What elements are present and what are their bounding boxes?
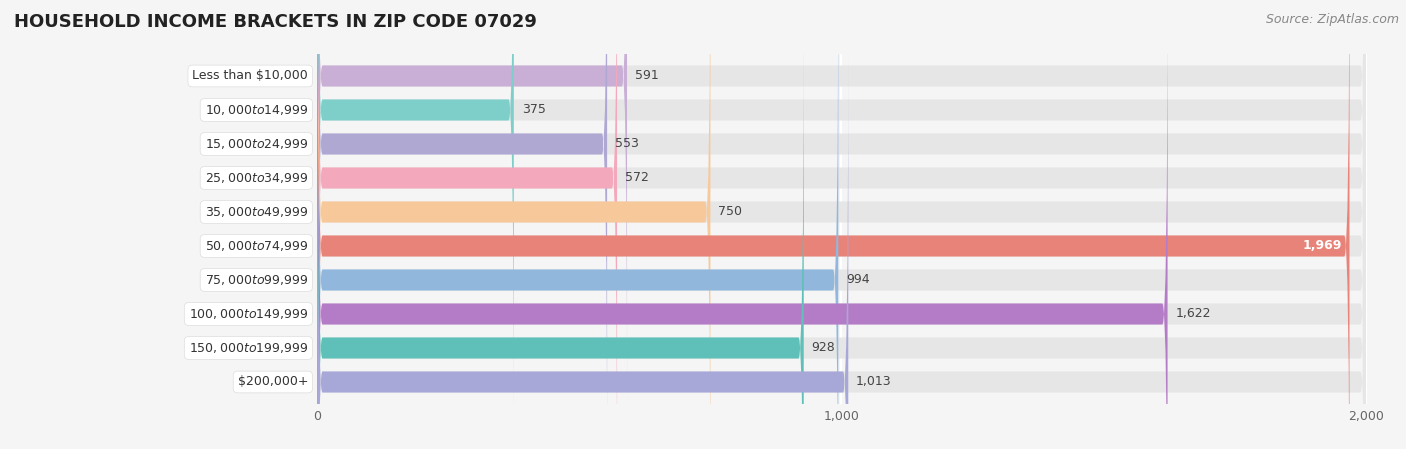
FancyBboxPatch shape (318, 0, 607, 449)
FancyBboxPatch shape (318, 0, 617, 449)
Text: $15,000 to $24,999: $15,000 to $24,999 (205, 137, 308, 151)
Text: Source: ZipAtlas.com: Source: ZipAtlas.com (1265, 13, 1399, 26)
Text: 591: 591 (636, 70, 658, 83)
FancyBboxPatch shape (318, 53, 848, 449)
Text: 1,969: 1,969 (1302, 239, 1341, 252)
Text: 572: 572 (624, 172, 648, 185)
Text: $75,000 to $99,999: $75,000 to $99,999 (205, 273, 308, 287)
Text: $100,000 to $149,999: $100,000 to $149,999 (188, 307, 308, 321)
Text: 750: 750 (718, 206, 742, 219)
Text: 375: 375 (522, 103, 546, 116)
FancyBboxPatch shape (318, 0, 1365, 449)
FancyBboxPatch shape (318, 0, 1365, 449)
Text: HOUSEHOLD INCOME BRACKETS IN ZIP CODE 07029: HOUSEHOLD INCOME BRACKETS IN ZIP CODE 07… (14, 13, 537, 31)
Text: $25,000 to $34,999: $25,000 to $34,999 (205, 171, 308, 185)
Text: $10,000 to $14,999: $10,000 to $14,999 (205, 103, 308, 117)
FancyBboxPatch shape (318, 0, 1365, 449)
Text: $50,000 to $74,999: $50,000 to $74,999 (205, 239, 308, 253)
Text: Less than $10,000: Less than $10,000 (193, 70, 308, 83)
Text: 994: 994 (846, 273, 870, 286)
Text: 1,013: 1,013 (856, 375, 891, 388)
FancyBboxPatch shape (318, 0, 1365, 449)
FancyBboxPatch shape (318, 0, 710, 449)
FancyBboxPatch shape (318, 0, 838, 449)
FancyBboxPatch shape (318, 18, 1365, 449)
Text: 553: 553 (614, 137, 638, 150)
Text: $150,000 to $199,999: $150,000 to $199,999 (188, 341, 308, 355)
FancyBboxPatch shape (318, 0, 513, 440)
FancyBboxPatch shape (318, 53, 1365, 449)
FancyBboxPatch shape (318, 0, 1365, 449)
FancyBboxPatch shape (318, 0, 627, 405)
Text: 1,622: 1,622 (1175, 308, 1211, 321)
FancyBboxPatch shape (318, 0, 1365, 449)
FancyBboxPatch shape (318, 0, 1167, 449)
FancyBboxPatch shape (318, 0, 1350, 449)
FancyBboxPatch shape (318, 18, 804, 449)
FancyBboxPatch shape (318, 0, 1365, 440)
Text: 928: 928 (811, 342, 835, 355)
Text: $35,000 to $49,999: $35,000 to $49,999 (205, 205, 308, 219)
FancyBboxPatch shape (318, 0, 1365, 405)
Text: $200,000+: $200,000+ (238, 375, 308, 388)
